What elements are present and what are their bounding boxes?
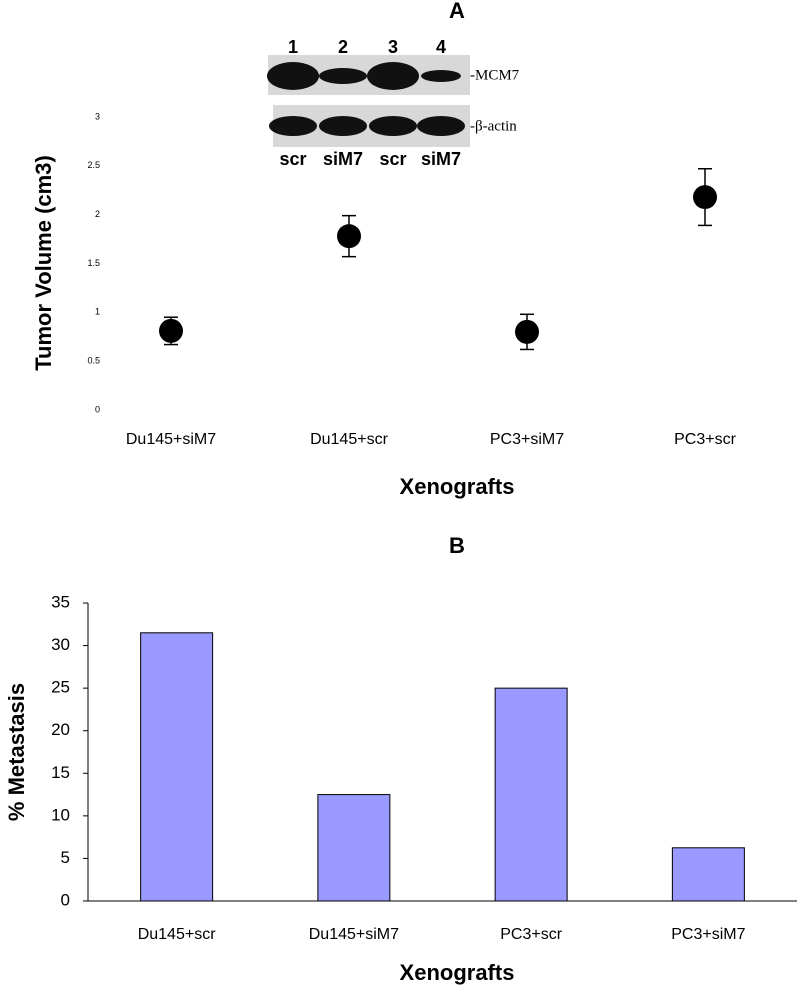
blot-band bbox=[417, 116, 465, 136]
x-axis-label: Xenografts bbox=[400, 474, 515, 499]
y-tick-label: 1.5 bbox=[87, 258, 100, 268]
y-tick-label: 0.5 bbox=[87, 356, 100, 366]
blot-band bbox=[267, 62, 319, 90]
y-tick-label: 1 bbox=[95, 307, 100, 317]
protein-label: -MCM7 bbox=[470, 67, 520, 83]
blot-band bbox=[421, 70, 461, 82]
y-tick-label: 15 bbox=[51, 763, 70, 782]
x-tick-label: PC3+scr bbox=[674, 431, 736, 448]
y-tick-label: 25 bbox=[51, 678, 70, 697]
y-tick-label: 20 bbox=[51, 720, 70, 739]
y-tick-label: 2 bbox=[95, 209, 100, 219]
bar bbox=[494, 687, 568, 902]
lane-condition: siM7 bbox=[323, 149, 363, 169]
bar bbox=[671, 847, 745, 902]
lane-number: 3 bbox=[388, 37, 398, 57]
x-tick-label: Du145+siM7 bbox=[126, 431, 216, 448]
blot-band bbox=[367, 62, 419, 90]
y-tick-label: 30 bbox=[51, 635, 70, 654]
lane-number: 4 bbox=[436, 37, 446, 57]
y-axis-label: Tumor Volume (cm3) bbox=[31, 155, 56, 371]
point bbox=[693, 185, 717, 210]
y-tick-label: 10 bbox=[51, 805, 70, 824]
x-tick-label: PC3+scr bbox=[500, 926, 562, 943]
lane-condition: siM7 bbox=[421, 149, 461, 169]
blot-band bbox=[319, 116, 367, 136]
y-tick-label: 3 bbox=[95, 111, 100, 121]
lane-number: 2 bbox=[338, 37, 348, 57]
lane-condition: scr bbox=[279, 149, 306, 169]
point bbox=[337, 224, 361, 249]
blot-band bbox=[319, 68, 367, 84]
y-tick-label: 35 bbox=[51, 592, 70, 611]
bar bbox=[140, 632, 214, 902]
x-tick-label: PC3+siM7 bbox=[490, 431, 564, 448]
bar bbox=[317, 794, 391, 902]
point bbox=[515, 319, 539, 344]
x-tick-label: PC3+siM7 bbox=[671, 926, 745, 943]
chart-title: B bbox=[449, 533, 465, 558]
blot-band bbox=[369, 116, 417, 136]
x-tick-label: Du145+scr bbox=[310, 431, 388, 448]
x-tick-label: Du145+siM7 bbox=[309, 926, 399, 943]
y-axis-label: % Metastasis bbox=[4, 683, 29, 821]
y-tick-label: 0 bbox=[95, 404, 100, 414]
lane-number: 1 bbox=[288, 37, 298, 57]
y-tick-label: 0 bbox=[61, 890, 70, 909]
point bbox=[159, 318, 183, 343]
y-tick-label: 5 bbox=[61, 848, 70, 867]
x-tick-label: Du145+scr bbox=[138, 926, 216, 943]
chart-title: A bbox=[449, 0, 465, 23]
y-tick-label: 2.5 bbox=[87, 160, 100, 170]
protein-label: -β-actin bbox=[470, 118, 517, 134]
x-axis-label: Xenografts bbox=[400, 960, 515, 985]
lane-condition: scr bbox=[379, 149, 406, 169]
blot-band bbox=[269, 116, 317, 136]
